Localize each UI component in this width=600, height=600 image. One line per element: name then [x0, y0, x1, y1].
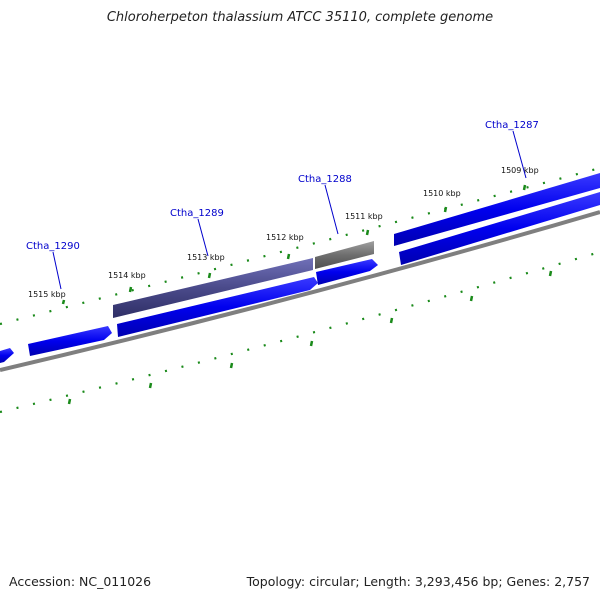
major-tick [128, 286, 133, 293]
gene-label-ctha-1287[interactable]: Ctha_1287 [485, 120, 539, 131]
gene-feature-ctha-1289[interactable] [117, 277, 318, 337]
tick-label: 1515 kbp [28, 290, 66, 299]
tick-label: 1511 kbp [345, 212, 383, 221]
major-tick [443, 206, 448, 213]
gene-feature-ctha-1288-outer[interactable] [315, 241, 374, 269]
major-tick [229, 362, 234, 369]
major-tick [67, 398, 72, 405]
gene-feature-ctha-1289-outer[interactable] [113, 258, 313, 318]
tick-label: 1509 kbp [501, 166, 539, 175]
major-tick [548, 270, 553, 277]
major-tick [207, 272, 212, 279]
gene-feature-left-partial[interactable] [0, 348, 14, 363]
tick-label: 1510 kbp [423, 189, 461, 198]
major-tick [286, 253, 291, 260]
tick-label: 1513 kbp [187, 253, 225, 262]
outer-tick-ring [0, 166, 600, 326]
leader-line [52, 251, 62, 290]
gene-label-ctha-1288[interactable]: Ctha_1288 [298, 174, 352, 185]
tick-label: 1514 kbp [108, 271, 146, 280]
major-tick [61, 299, 66, 305]
gene-feature-ctha-1287-outer[interactable] [394, 173, 600, 246]
accession-text: Accession: NC_011026 [9, 574, 152, 589]
tick-label: 1512 kbp [266, 233, 304, 242]
inner-major-ticks [67, 270, 553, 405]
genome-title: Chloroherpeton thalassium ATCC 35110, co… [106, 10, 494, 25]
major-ticks [61, 184, 527, 305]
inner-tick-ring [0, 250, 600, 414]
gene-leaders [52, 130, 527, 290]
leader-line [512, 130, 527, 179]
gene-feature-ctha-1288[interactable] [316, 259, 378, 285]
genome-summary-text: Topology: circular; Length: 3,293,456 bp… [246, 574, 590, 589]
leader-line [324, 184, 339, 235]
genome-backbone [0, 210, 600, 372]
leader-line [197, 218, 209, 257]
major-tick [389, 317, 394, 324]
major-tick [365, 229, 370, 236]
gene-feature-ctha-1290[interactable] [28, 326, 112, 356]
major-tick [309, 340, 314, 347]
gene-label-ctha-1289[interactable]: Ctha_1289 [170, 208, 224, 219]
major-tick [148, 382, 153, 389]
major-tick [522, 184, 527, 191]
gene-feature-ctha-1287-inner[interactable] [399, 192, 600, 265]
gene-label-ctha-1290[interactable]: Ctha_1290 [26, 241, 80, 252]
major-tick [469, 295, 474, 302]
